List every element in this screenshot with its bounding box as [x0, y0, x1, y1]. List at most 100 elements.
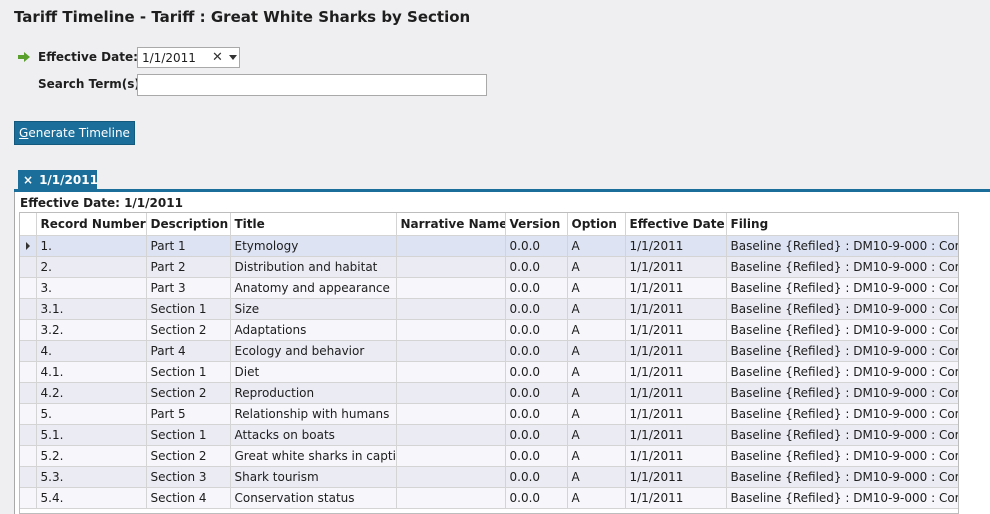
column-header[interactable]: Narrative Name: [396, 213, 506, 236]
table-cell: Distribution and habitat: [230, 256, 397, 278]
table-cell: [396, 235, 506, 257]
table-row[interactable]: 4.2. Section 2 Reproduction 0.0.0 A 1/1/2011 B…: [20, 382, 958, 404]
column-header[interactable]: Effective Date: [625, 213, 727, 236]
row-indicator: [20, 256, 37, 278]
indicator-header: [20, 213, 37, 236]
table-cell: Ecology and behavior: [230, 340, 397, 362]
table-cell: 5.1.: [36, 424, 147, 446]
table-row[interactable]: 4. Part 4 Ecology and behavior 0.0.0 A 1/1/20…: [20, 340, 958, 362]
table-cell: Baseline {Refiled} : DM10-9-000 : Comple…: [726, 466, 958, 488]
table-cell: 0.0.0: [505, 361, 568, 383]
row-indicator: [20, 298, 37, 320]
records-grid: Record Number Description Title Narrativ…: [19, 212, 959, 514]
table-cell: 5.4.: [36, 487, 147, 509]
table-row[interactable]: 1. Part 1 Etymology 0.0.0 A 1/1/2011 Baseline …: [20, 235, 958, 257]
row-indicator: [20, 235, 37, 257]
search-input[interactable]: [137, 74, 487, 96]
table-row[interactable]: 4.1. Section 1 Diet 0.0.0 A 1/1/2011 Baseline …: [20, 361, 958, 383]
table-cell: Section 2: [146, 382, 231, 404]
table-cell: 1/1/2011: [625, 361, 727, 383]
table-row[interactable]: 5.1. Section 1 Attacks on boats 0.0.0 A 1/1/2…: [20, 424, 958, 446]
row-indicator: [20, 277, 37, 299]
chevron-down-icon[interactable]: [229, 55, 237, 60]
table-cell: Part 3: [146, 277, 231, 299]
column-header[interactable]: Title: [230, 213, 397, 236]
table-cell: Attacks on boats: [230, 424, 397, 446]
table-cell: 1/1/2011: [625, 466, 727, 488]
table-cell: 0.0.0: [505, 340, 568, 362]
row-indicator: [20, 487, 37, 509]
table-header: Record Number Description Title Narrativ…: [20, 213, 958, 236]
column-header[interactable]: Option: [567, 213, 626, 236]
generate-timeline-button[interactable]: Generate Timeline: [14, 121, 135, 145]
table-row[interactable]: 5.3. Section 3 Shark tourism 0.0.0 A 1/1/2011…: [20, 466, 958, 488]
table-cell: Baseline {Refiled} : DM10-9-000 : Comple…: [726, 319, 958, 341]
table-row[interactable]: 5.4. Section 4 Conservation status 0.0.0 A 1/…: [20, 487, 958, 509]
table-cell: 1/1/2011: [625, 319, 727, 341]
column-header[interactable]: Filing: [726, 213, 958, 236]
effective-date-value: 1/1/2011: [142, 51, 196, 65]
table-cell: 0.0.0: [505, 235, 568, 257]
table-cell: A: [567, 319, 626, 341]
table-cell: A: [567, 361, 626, 383]
table-cell: A: [567, 487, 626, 509]
table-cell: A: [567, 424, 626, 446]
column-header[interactable]: Version: [505, 213, 568, 236]
row-indicator: [20, 424, 37, 446]
table-cell: [396, 298, 506, 320]
table-cell: 2.: [36, 256, 147, 278]
table-cell: 0.0.0: [505, 424, 568, 446]
page-title: Tariff Timeline - Tariff : Great White S…: [14, 8, 471, 26]
close-tab-icon[interactable]: ×: [23, 173, 34, 187]
column-header[interactable]: Description: [146, 213, 231, 236]
tab-1-1-2011[interactable]: × 1/1/2011: [18, 170, 98, 190]
table-cell: Part 1: [146, 235, 231, 257]
table-cell: 0.0.0: [505, 256, 568, 278]
clear-x-icon[interactable]: ✕: [212, 50, 223, 65]
table-cell: Baseline {Refiled} : DM10-9-000 : Comple…: [726, 403, 958, 425]
effective-date-select[interactable]: 1/1/2011 ✕: [137, 47, 240, 68]
table-row[interactable]: 2. Part 2 Distribution and habitat 0.0.0 A 1/…: [20, 256, 958, 278]
table-cell: 3.: [36, 277, 147, 299]
table-cell: Etymology: [230, 235, 397, 257]
timeline-panel: Effective Date: 1/1/2011 Record Number D…: [14, 192, 990, 514]
table-cell: [396, 424, 506, 446]
effective-date-label: Effective Date:: [38, 50, 138, 64]
table-cell: [396, 382, 506, 404]
table-cell: Baseline {Refiled} : DM10-9-000 : Comple…: [726, 256, 958, 278]
table-cell: Baseline {Refiled} : DM10-9-000 : Comple…: [726, 487, 958, 509]
table-row[interactable]: 3. Part 3 Anatomy and appearance 0.0.0 A 1/1/…: [20, 277, 958, 299]
row-pointer-icon: [25, 241, 30, 250]
table-cell: 0.0.0: [505, 445, 568, 467]
table-cell: A: [567, 256, 626, 278]
table-cell: Section 1: [146, 298, 231, 320]
table-cell: Part 4: [146, 340, 231, 362]
table-cell: A: [567, 298, 626, 320]
row-indicator: [20, 319, 37, 341]
table-cell: 0.0.0: [505, 298, 568, 320]
table-cell: 4.2.: [36, 382, 147, 404]
table-cell: [396, 487, 506, 509]
table-cell: 0.0.0: [505, 277, 568, 299]
table-cell: [396, 466, 506, 488]
table-cell: A: [567, 277, 626, 299]
tab-label: 1/1/2011: [39, 173, 98, 187]
table-row[interactable]: 5.2. Section 2 Great white sharks in capti…: [20, 445, 958, 467]
search-label: Search Term(s):: [38, 77, 145, 91]
table-cell: A: [567, 403, 626, 425]
table-row[interactable]: 3.1. Section 1 Size 0.0.0 A 1/1/2011 Baseline …: [20, 298, 958, 320]
generate-button-label: Generate Timeline: [19, 126, 130, 140]
table-cell: Section 2: [146, 445, 231, 467]
table-row[interactable]: 5. Part 5 Relationship with humans 0.0.0 A 1/…: [20, 403, 958, 425]
table-cell: Section 1: [146, 361, 231, 383]
table-cell: Baseline {Refiled} : DM10-9-000 : Comple…: [726, 382, 958, 404]
table-cell: Section 3: [146, 466, 231, 488]
table-cell: Adaptations: [230, 319, 397, 341]
table-cell: [396, 445, 506, 467]
row-indicator: [20, 445, 37, 467]
table-cell: A: [567, 382, 626, 404]
column-header[interactable]: Record Number: [36, 213, 147, 236]
row-indicator: [20, 361, 37, 383]
table-row[interactable]: 3.2. Section 2 Adaptations 0.0.0 A 1/1/2011 Ba…: [20, 319, 958, 341]
row-indicator: [20, 403, 37, 425]
